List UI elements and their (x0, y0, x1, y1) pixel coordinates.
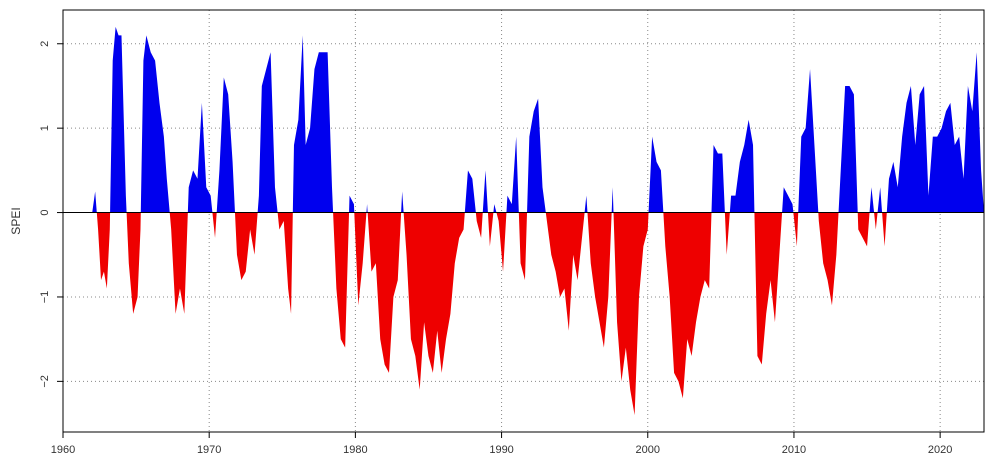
x-tick-label: 2020 (928, 444, 952, 456)
x-axis: 1960 1970 1980 1990 2000 2010 2020 (51, 432, 952, 456)
y-tick-label: −2 (39, 375, 51, 388)
x-tick-label: 1980 (343, 444, 367, 456)
plot-frame (62, 9, 985, 433)
positive-spei-area (92, 26, 984, 213)
x-tick-label: 2010 (782, 444, 806, 456)
y-axis: −2 −1 0 1 2 (39, 41, 63, 388)
y-tick-label: 0 (39, 209, 51, 215)
y-tick-label: 2 (39, 41, 51, 47)
x-tick-label: 1990 (489, 444, 513, 456)
negative-spei-area (92, 212, 984, 416)
y-tick-label: 1 (39, 125, 51, 131)
spei-area (92, 26, 984, 416)
x-tick-label: 2000 (636, 444, 660, 456)
y-tick-label: −1 (39, 291, 51, 304)
y-axis-title: SPEI (9, 207, 23, 234)
x-tick-label: 1970 (197, 444, 221, 456)
x-tick-label: 1960 (51, 444, 75, 456)
